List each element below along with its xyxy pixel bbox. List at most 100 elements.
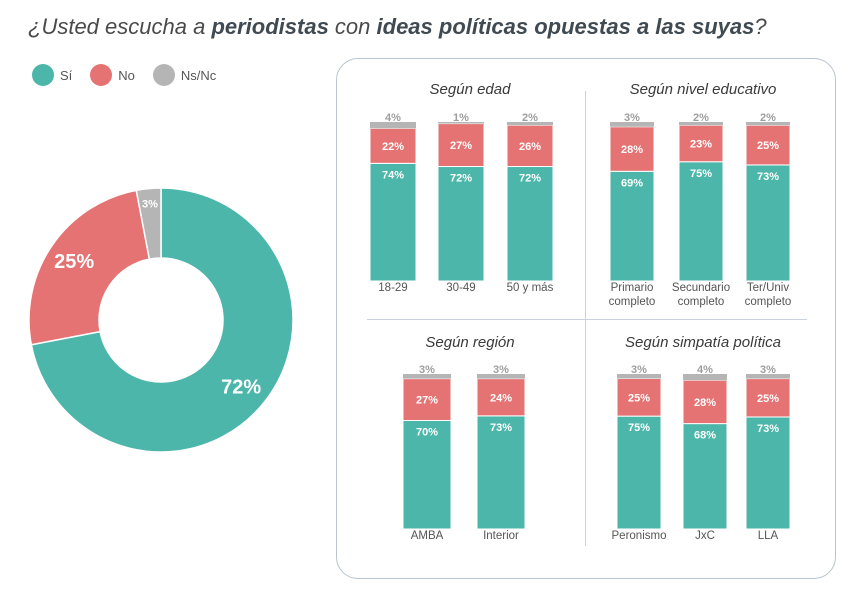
bar-segment-no	[682, 379, 728, 425]
donut-slice-ns	[135, 187, 162, 260]
subchart-nivel-educativo: Según nivel educativo 69% 28% 3% Primario co…	[585, 59, 837, 319]
bar-value-label-si: 72%	[450, 173, 472, 185]
bar-segment-si	[476, 415, 526, 530]
donut-label-ns: 3%	[142, 198, 158, 210]
subchart-title-region: Según región	[425, 334, 515, 351]
bar-segment-si	[745, 164, 791, 282]
bar-value-label-ns: 2%	[693, 112, 709, 124]
category-label: Secundario completo	[672, 282, 730, 308]
bar-value-label-si: 75%	[690, 168, 712, 180]
bar-segment-no	[369, 127, 417, 164]
bar-value-label-ns: 1%	[453, 112, 469, 124]
title-bold-ideas: ideas políticas opuestas a las suyas	[376, 14, 755, 39]
bar-value-label-ns: 3%	[631, 364, 647, 376]
bar-segment-si	[437, 166, 485, 282]
legend: Sí No Ns/Nc	[32, 64, 216, 86]
bar-value-label-no: 23%	[690, 138, 712, 150]
legend-swatch-si	[32, 64, 54, 86]
subchart-region-plot: 70% 27% 3% AMBA 73% 24% 3% Interior	[402, 364, 526, 542]
bar-segment-no	[437, 123, 485, 168]
category-label: 50 y más	[507, 282, 554, 294]
bar-segment-ns	[438, 122, 484, 124]
bar-segment-si	[616, 415, 662, 530]
horizontal-divider	[367, 319, 807, 320]
bar-value-label-ns: 4%	[697, 364, 713, 376]
bar-value-label-no: 22%	[382, 141, 404, 153]
bar-value-label-no: 28%	[694, 397, 716, 409]
subchart-edad-plot: 74% 22% 4% 18-29 72% 27% 1% 30-49 72% 26% 2% 50 y m…	[369, 112, 554, 294]
bar-segment-ns	[507, 122, 553, 126]
chart-title: ¿Usted escucha a periodistas con ideas p…	[28, 14, 767, 40]
bar-value-label-no: 28%	[621, 144, 643, 156]
subchart-edad: Según edad 74% 22% 4% 18-29 72% 27% 1% 30-49 72%…	[337, 59, 585, 319]
bar-value-label-ns: 3%	[493, 364, 509, 376]
subchart-title-edad: Según edad	[429, 81, 511, 98]
category-label: 18-29	[378, 282, 407, 294]
bar-segment-ns	[403, 374, 451, 379]
donut-label-no: 25%	[54, 251, 94, 273]
subchart-title-simpatia-politica: Según simpatía política	[625, 334, 781, 351]
legend-item-no: No	[90, 64, 135, 86]
bar-segment-ns	[746, 122, 790, 126]
bar-value-label-no: 25%	[628, 392, 650, 404]
bar-value-label-ns: 2%	[760, 112, 776, 124]
bar-segment-si	[678, 161, 724, 282]
bar-value-label-si: 73%	[757, 171, 779, 183]
donut-slice-si	[30, 187, 294, 453]
bar-value-label-no: 25%	[757, 393, 779, 405]
bar-segment-ns	[617, 374, 661, 379]
bar-segment-no	[745, 378, 791, 418]
title-bold-periodistas: periodistas	[211, 14, 329, 39]
legend-swatch-ns	[152, 64, 175, 86]
bar-segment-ns	[679, 122, 723, 126]
bar-segment-si	[745, 416, 791, 530]
bar-segment-si	[402, 420, 452, 530]
bar-segment-no	[402, 378, 452, 421]
bar-value-label-si: 73%	[757, 423, 779, 435]
bar-segment-no	[745, 124, 791, 166]
category-label: Interior	[483, 530, 519, 542]
category-label: LLA	[758, 530, 779, 542]
legend-item-si: Sí	[32, 64, 72, 86]
bar-segment-si	[609, 170, 655, 282]
bar-value-label-no: 26%	[519, 141, 541, 153]
bar-value-label-si: 70%	[416, 427, 438, 439]
legend-label-no: No	[118, 67, 135, 83]
bar-segment-ns	[683, 374, 727, 381]
donut-slice-no	[28, 189, 151, 346]
legend-swatch-no	[90, 64, 113, 86]
bar-value-label-no: 27%	[450, 140, 472, 152]
bar-segment-no	[678, 124, 724, 163]
category-label: 30-49	[446, 282, 475, 294]
legend-label-si: Sí	[60, 67, 73, 83]
vertical-divider	[585, 91, 586, 546]
subchart-simpatia-politica: Según simpatía política 75% 25% 3% Peronism…	[585, 319, 837, 580]
bar-value-label-si: 74%	[382, 169, 404, 181]
bar-segment-no	[609, 126, 655, 172]
bar-segment-no	[616, 378, 662, 417]
subchart-nivel-educativo-plot: 69% 28% 3% Primario completo 75% 23% 2% Secundar…	[609, 112, 792, 308]
bar-segment-no	[476, 378, 526, 417]
bar-segment-ns	[746, 374, 790, 379]
category-label: Primario completo	[609, 282, 656, 308]
bar-value-label-ns: 3%	[419, 364, 435, 376]
legend-item-ns: Ns/Nc	[152, 64, 217, 86]
legend-label-ns: Ns/Nc	[180, 67, 217, 83]
bar-value-label-ns: 3%	[760, 364, 776, 376]
category-label: JxC	[695, 530, 715, 542]
donut-label-si: 72%	[221, 376, 261, 398]
title-mid: con	[328, 14, 377, 39]
breakdown-panel: Según edad 74% 22% 4% 18-29 72% 27% 1% 30-49 72%…	[336, 58, 836, 579]
bar-value-label-si: 75%	[628, 422, 650, 434]
bar-value-label-no: 25%	[757, 140, 779, 152]
category-label: Ter/Univ completo	[745, 282, 792, 308]
title-suffix: ?	[754, 14, 767, 39]
subchart-region: Según región 70% 27% 3% AMBA 73% 24% 3% Interio…	[337, 319, 585, 580]
bar-segment-ns	[370, 122, 416, 129]
bar-value-label-si: 73%	[490, 422, 512, 434]
donut-chart: 72% 25% 3%	[28, 187, 294, 453]
bar-value-label-si: 69%	[621, 177, 643, 189]
bar-segment-si	[682, 423, 728, 530]
subchart-simpatia-politica-plot: 75% 25% 3% Peronismo 68% 28% 4% JxC 73% 25% 3% LLA	[612, 364, 791, 542]
bar-value-label-no: 24%	[490, 392, 512, 404]
